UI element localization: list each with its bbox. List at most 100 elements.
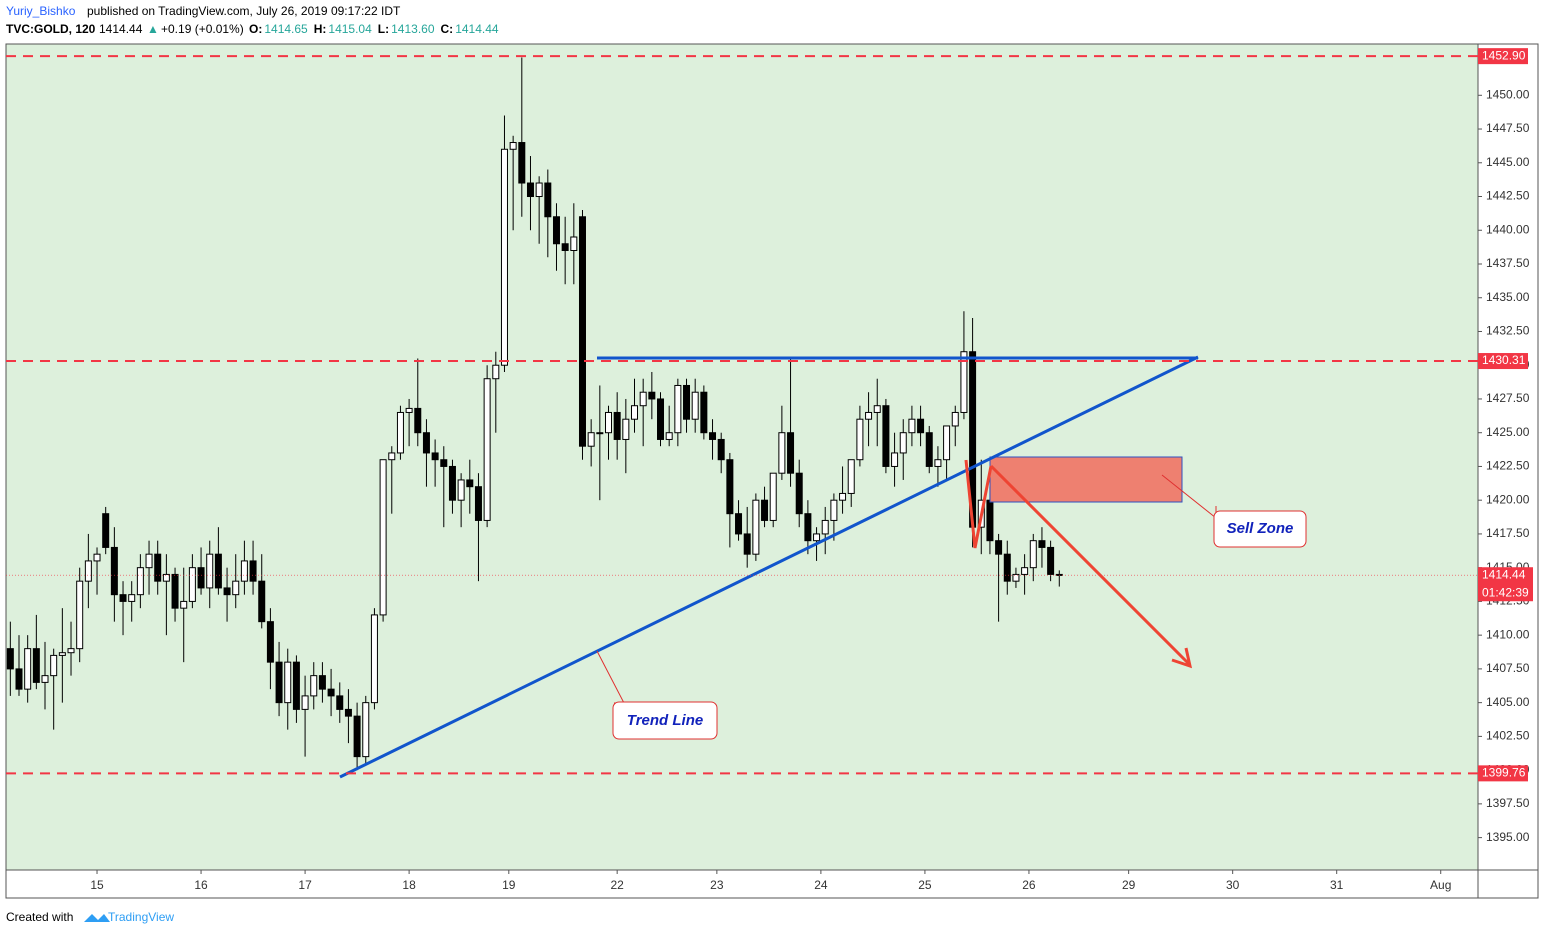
candle-body [336,695,344,710]
candle-body [318,675,326,690]
candle-body [526,182,534,198]
candle-body [188,567,196,602]
created-with: Created with [6,910,73,924]
candle-body [327,688,335,697]
x-tick-label: 18 [402,878,416,892]
y-tick-label: 1395.00 [1486,830,1530,844]
candle-body [206,553,214,589]
levels: 1452.90 1430.31 1399.76 1414.44 01:42:39 [6,48,1533,782]
level-tag [1478,765,1528,782]
ohlc-label: O: [249,22,262,36]
candle-body [899,432,907,454]
candle-body [986,499,994,542]
candle-body [813,533,821,542]
candle-body [1021,567,1029,575]
candle-body [709,432,717,440]
candle-body [249,560,257,582]
candle-body [752,499,760,555]
candle-body [422,432,430,454]
candle-body [778,432,786,474]
candle-body [310,675,318,697]
y-tick-label: 1402.50 [1486,729,1530,743]
candle-body [578,216,586,447]
brand[interactable]: TradingView [108,910,174,924]
ohlc-label: H: [314,22,327,36]
candle-body [240,560,248,582]
candle-body [76,580,84,650]
candle-body [648,391,656,400]
candle-body [128,594,136,602]
candle-body [483,378,491,521]
candle-body [362,702,370,758]
header: Yuriy_Bishko published on TradingView.co… [6,4,499,36]
trend-line [339,355,1199,779]
candle-body [6,648,14,670]
drawings: Sell Zone Trend Line [339,355,1307,779]
candle-body [587,432,595,447]
plot-background [6,44,1478,870]
candle-body [604,411,612,434]
y-tick-label: 1447.50 [1486,121,1530,135]
candles [6,57,1063,771]
y-tick-label: 1405.00 [1486,695,1530,709]
candle-body [431,452,439,461]
candle-body [388,452,396,461]
candle-body [162,573,170,582]
candle-body [500,148,508,366]
candle-body [292,661,300,710]
candle-body [50,654,58,677]
candle-body [995,540,1003,555]
change: +0.19 (+0.01%) [161,22,244,36]
candle-body [1029,540,1037,569]
candle-body [370,614,378,704]
last-price: 1414.44 [99,22,143,36]
ohlc-label: C: [441,22,454,36]
x-tick-label: 26 [1022,878,1036,892]
callout-box [1213,510,1307,548]
candle-body [951,411,959,427]
candle-body [856,418,864,461]
x-tick-label: 31 [1330,878,1344,892]
candle-body [683,384,691,420]
footer: Created with TradingView [6,910,174,924]
arrow-head [1171,647,1193,669]
candle-body [197,567,205,589]
candle-body [414,407,422,434]
candle-body [353,715,361,758]
x-tick-label: 23 [710,878,724,892]
candle-body [84,560,92,582]
x-tick-label: 29 [1122,878,1136,892]
candle-body [544,182,552,218]
candle-body [180,600,188,609]
published: published on TradingView.com, July 26, 2… [87,4,401,18]
candle-body [674,384,682,434]
candle-body [509,142,517,150]
candle-body [223,587,231,596]
y-tick-label: 1422.50 [1486,459,1530,473]
x-tick-label: 17 [298,878,312,892]
ohlc-value: 1414.65 [264,22,308,36]
author[interactable]: Yuriy_Bishko [6,4,76,18]
candle-body [925,432,933,467]
candle-body [552,216,560,245]
candle-body [93,553,101,562]
candle-body [665,432,673,440]
current-label: 1414.44 [1482,567,1526,581]
candle-body [917,418,925,434]
x-tick-label: 16 [194,878,208,892]
x-tick-label: 19 [502,878,516,892]
candle-body [41,675,49,683]
candle-body [804,513,812,542]
y-tick-label: 1410.00 [1486,627,1530,641]
candle-body [700,391,708,434]
ohlc-label: L: [378,22,389,36]
level-label: 1430.31 [1482,353,1526,367]
candle-body [32,648,40,683]
candle-body [639,391,647,407]
x-tick-label: 15 [90,878,104,892]
candle-body [440,459,448,467]
candle-body [847,459,855,494]
y-tick-label: 1435.00 [1486,290,1530,304]
candle-body [214,553,222,589]
candle-body [570,236,578,251]
